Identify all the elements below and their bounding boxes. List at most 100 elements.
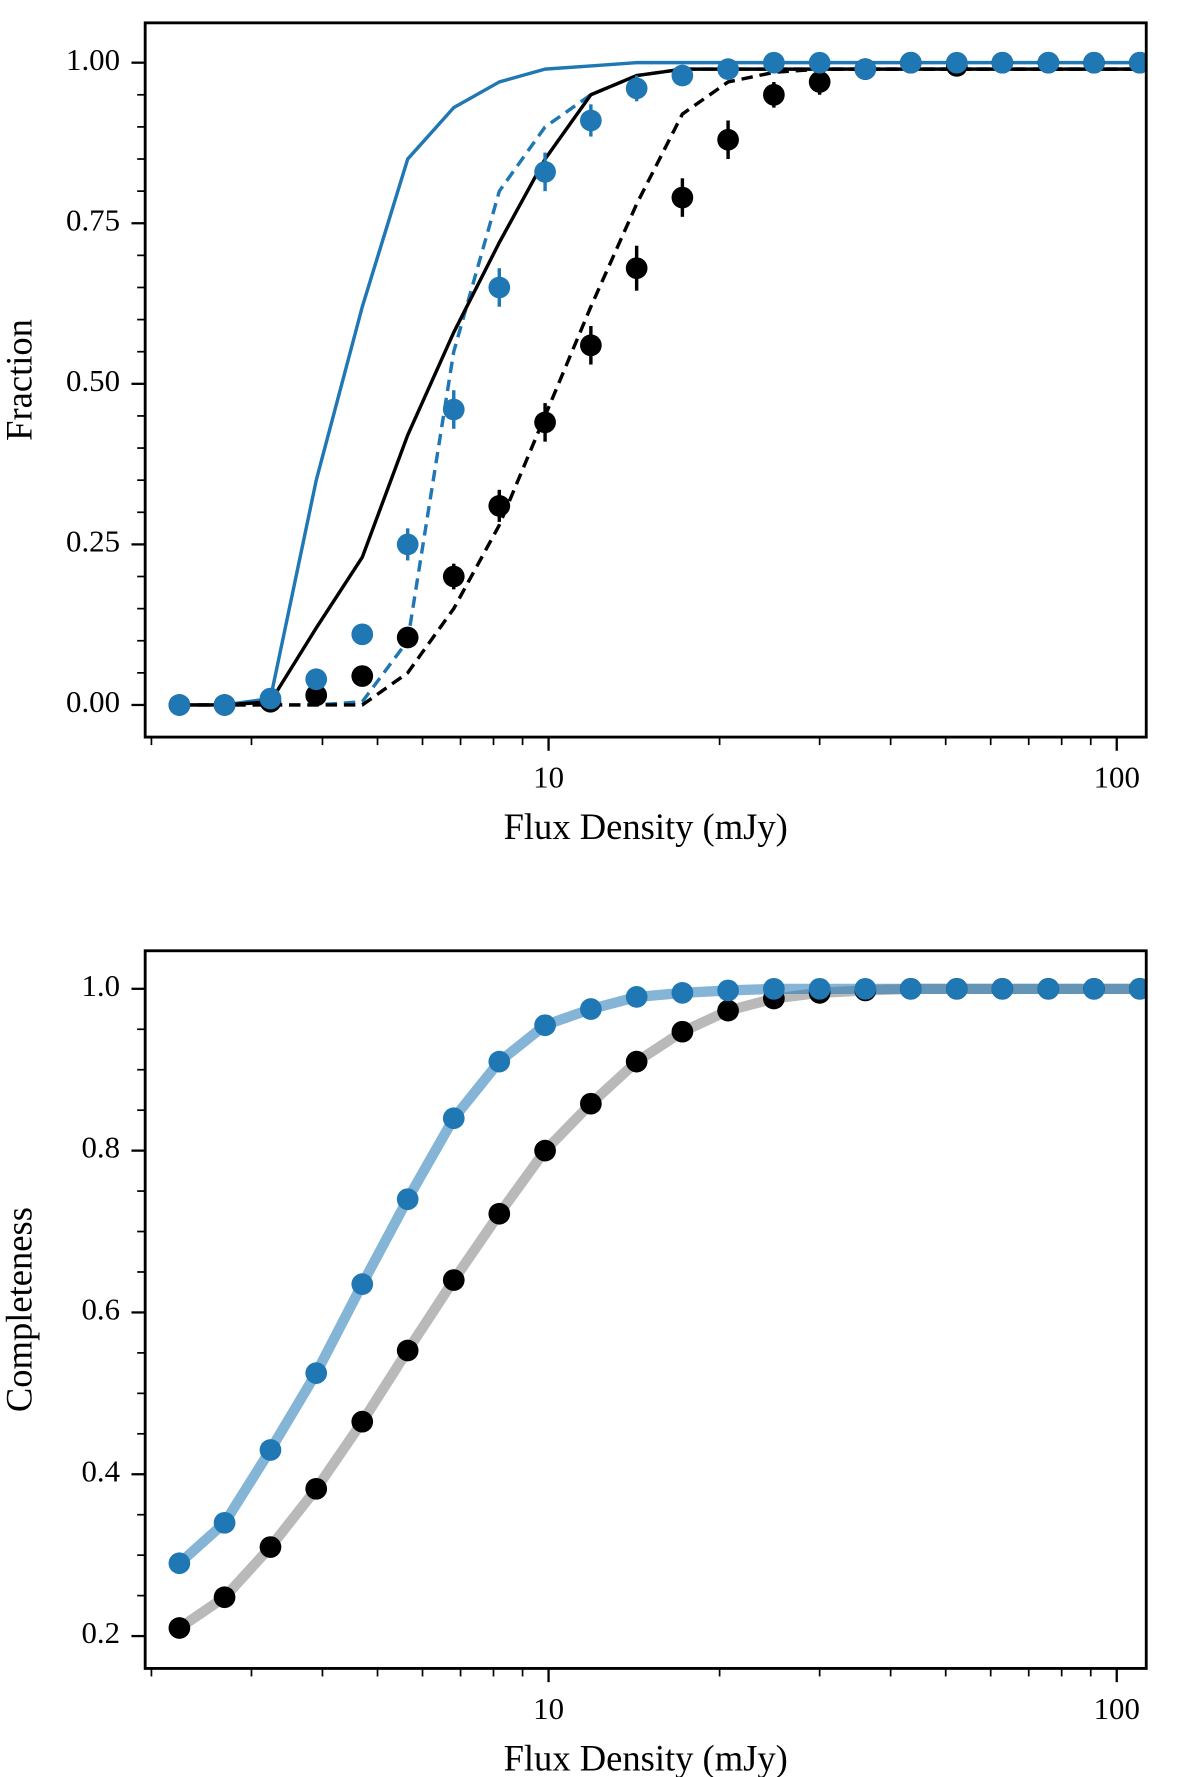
point [442, 1107, 465, 1130]
point [213, 1511, 236, 1534]
point [1128, 977, 1147, 1000]
curve [179, 67, 1140, 707]
curve [179, 67, 1140, 707]
point [763, 83, 785, 106]
plot-area [168, 977, 1147, 1639]
y-tick-label: 0.2 [81, 1616, 120, 1650]
point [442, 1269, 465, 1291]
point [808, 51, 831, 74]
y-tick-label: 0.25 [66, 524, 120, 558]
point [671, 64, 694, 87]
point [351, 1410, 374, 1433]
point [168, 1617, 191, 1639]
plot: 10 100 0.2 0.4 0.6 0.8 1.0 Flux Density (mJy) Co… [0, 949, 1148, 1777]
point [351, 623, 374, 646]
point [625, 257, 648, 280]
point [580, 998, 602, 1020]
curve [175, 983, 1140, 1568]
y-tick-label: 0.6 [81, 1293, 120, 1327]
point [1037, 977, 1060, 1000]
point [534, 411, 556, 434]
y-tick-label: 1.00 [66, 43, 120, 77]
point [1083, 51, 1105, 74]
y-tick-label: 0.8 [81, 1131, 120, 1165]
curve [176, 983, 1140, 1633]
x-tick-label: 100 [1094, 1692, 1140, 1726]
point [854, 58, 877, 80]
x-tick-label: 100 [1094, 761, 1140, 795]
axes-frame [143, 949, 1148, 1670]
curve [179, 67, 1140, 707]
point [351, 665, 374, 687]
point [717, 128, 739, 151]
plot: 10 100 0.00 0.25 0.50 0.75 1.00 Flux Density (m… [0, 21, 1148, 847]
point [213, 1586, 236, 1609]
x-tick-label: 10 [533, 761, 564, 795]
x-axis-label: Flux Density (mJy) [504, 806, 788, 847]
point [717, 999, 739, 1022]
point [854, 977, 877, 1000]
point [671, 186, 694, 209]
axes-frame [143, 21, 1148, 739]
x-axis-label: Flux Density (mJy) [504, 1738, 788, 1777]
point [213, 694, 236, 716]
point [305, 1362, 328, 1384]
point [488, 1050, 511, 1073]
y-tick-label: 0.75 [66, 203, 120, 237]
point [580, 334, 602, 357]
point [534, 161, 556, 183]
point [305, 684, 328, 707]
point [763, 977, 785, 1000]
point [671, 1020, 694, 1043]
point [580, 109, 602, 132]
point [580, 1092, 602, 1115]
point [442, 565, 465, 588]
point [351, 1273, 374, 1295]
point [305, 668, 328, 691]
point [991, 51, 1014, 74]
point [396, 626, 419, 649]
y-tick-label: 0.00 [66, 685, 120, 719]
y-tick-label: 1.0 [81, 969, 120, 1003]
point [259, 1536, 282, 1558]
point [625, 1050, 648, 1073]
y-tick-label: 0.4 [81, 1454, 120, 1488]
point [991, 977, 1014, 1000]
point [1037, 51, 1060, 74]
point [259, 1439, 282, 1461]
point [305, 1477, 328, 1500]
point [259, 687, 282, 710]
point [808, 977, 831, 1000]
point [945, 977, 968, 1000]
point [488, 276, 511, 299]
point [763, 51, 785, 74]
y-tick-label: 0.50 [66, 364, 120, 398]
point [899, 977, 922, 1000]
point [945, 51, 968, 74]
y-axis-label: Fraction [0, 319, 39, 441]
point [488, 495, 511, 517]
point [168, 1552, 191, 1575]
point [396, 1339, 419, 1362]
y-axis-label: Completeness [0, 1207, 39, 1412]
point [488, 1202, 511, 1225]
point [168, 694, 191, 716]
point [1128, 51, 1147, 74]
point [899, 51, 922, 74]
curve [179, 60, 1140, 707]
point [534, 1139, 556, 1162]
point [396, 533, 419, 556]
point [625, 986, 648, 1008]
plot-area [168, 51, 1147, 716]
x-tick-label: 10 [533, 1692, 564, 1726]
point [671, 981, 694, 1004]
point [534, 1014, 556, 1037]
point [717, 979, 739, 1002]
point [625, 77, 648, 100]
point [442, 398, 465, 421]
point [717, 58, 739, 80]
point [396, 1188, 419, 1211]
point [808, 71, 831, 93]
